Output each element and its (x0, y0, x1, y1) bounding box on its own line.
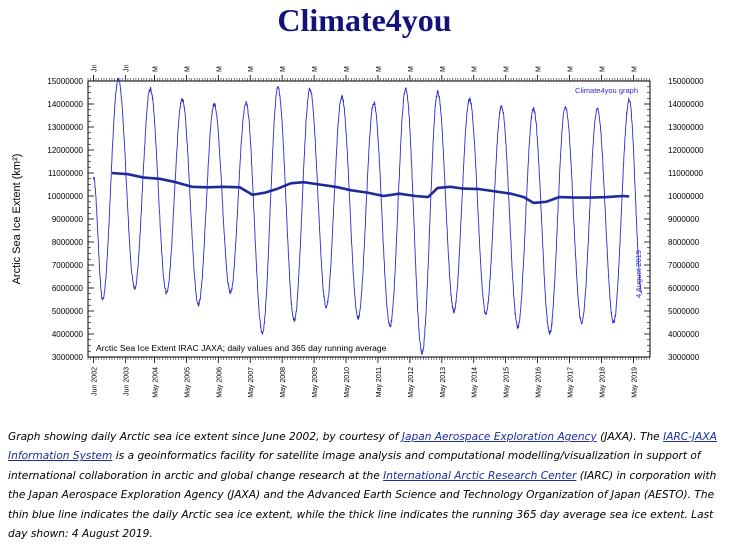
x-tick-label-bottom: May 2013 (440, 367, 447, 398)
x-tick-label-top: M (376, 66, 383, 72)
x-tick-label-top: M (504, 66, 511, 72)
x-tick-label-bottom: May 2004 (152, 367, 159, 398)
x-tick-label-top: M (599, 66, 606, 72)
x-tick-label-top: M (408, 66, 415, 72)
x-tick-label-bottom: May 2008 (280, 367, 287, 398)
y-tick-label-left: 5000000 (52, 307, 84, 316)
series-layer (92, 77, 643, 355)
y-tick-label-left: 3000000 (52, 353, 84, 362)
y-tick-label-left: 13000000 (47, 123, 83, 132)
x-tick-label-bottom: May 2012 (408, 367, 415, 398)
x-tick-label-bottom: May 2006 (216, 367, 223, 398)
caption-text-3: is a geoinformatics facility for satelli… (8, 450, 701, 482)
y-tick-label-right: 6000000 (668, 284, 700, 293)
y-tick-label-right: 3000000 (668, 353, 700, 362)
y-tick-label-left: 14000000 (47, 100, 83, 109)
x-tick-label-top: M (536, 66, 543, 72)
x-tick-label-top: M (152, 66, 159, 72)
link-iarc[interactable]: International Arctic Research Center (383, 469, 577, 482)
y-tick-label-left: 11000000 (48, 169, 84, 178)
x-tick-label-bottom: May 2007 (248, 367, 255, 398)
y-tick-label-right: 8000000 (668, 238, 700, 247)
x-tick-label-bottom: May 2009 (312, 367, 319, 398)
y-tick-label-right: 10000000 (668, 192, 704, 201)
y-tick-label-right: 15000000 (668, 77, 704, 86)
y-tick-label-right: 13000000 (668, 123, 704, 132)
x-tick-label-top: Jn (123, 65, 130, 73)
x-tick-label-top: M (248, 66, 255, 72)
y-tick-label-right: 14000000 (668, 100, 704, 109)
link-jaxa[interactable]: Japan Aerospace Exploration Agency (401, 431, 597, 443)
x-tick-label-top: M (631, 66, 638, 72)
y-tick-label-left: 12000000 (47, 146, 83, 155)
x-tick-label-bottom: May 2016 (536, 367, 543, 398)
x-tick-label-bottom: May 2010 (344, 367, 351, 398)
y-tick-label-right: 11000000 (668, 169, 704, 178)
x-tick-label-top: M (184, 66, 191, 72)
x-tick-label-top: M (440, 66, 447, 72)
ticks-layer: 3000000 3000000 4000000 4000000 5000000 50000… (47, 65, 704, 398)
x-tick-label-top: M (216, 66, 223, 72)
y-tick-label-right: 9000000 (668, 215, 700, 224)
plot-frame (87, 80, 651, 358)
y-tick-label-left: 8000000 (52, 238, 84, 247)
x-tick-label-top: M (568, 66, 575, 72)
x-tick-label-bottom: Jun 2002 (91, 367, 98, 396)
source-tag: Climate4you graph (575, 86, 638, 95)
y-tick-label-left: 6000000 (52, 284, 84, 293)
caption-text-1: Graph showing daily Arctic sea ice exten… (8, 431, 402, 443)
figure-caption: Graph showing daily Arctic sea ice exten… (8, 428, 720, 544)
x-tick-label-bottom: May 2015 (504, 367, 511, 398)
y-tick-label-right: 7000000 (668, 261, 700, 270)
y-tick-label-left: 7000000 (52, 261, 84, 270)
x-tick-label-bottom: Jun 2003 (123, 367, 130, 396)
y-tick-label-left: 4000000 (52, 330, 84, 339)
y-tick-label-right: 5000000 (668, 307, 700, 316)
x-tick-label-bottom: May 2005 (184, 367, 191, 398)
sea-ice-chart: Arctic Sea Ice Extent (km²) 3000000 30000… (11, 65, 704, 398)
y-axis-label: Arctic Sea Ice Extent (km²) (11, 154, 23, 285)
inner-chart-title: Arctic Sea Ice Extent IRAC JAXA; daily v… (96, 343, 387, 353)
y-tick-label-left: 15000000 (47, 77, 83, 86)
x-tick-label-bottom: May 2017 (568, 367, 575, 398)
running-average-line (111, 171, 630, 205)
caption-text-2: (JAXA). The (596, 431, 664, 443)
daily-extent-line (92, 77, 643, 355)
x-tick-label-top: M (280, 66, 287, 72)
x-tick-label-top: M (344, 66, 351, 72)
y-tick-label-right: 4000000 (668, 330, 700, 339)
x-tick-label-bottom: May 2011 (376, 367, 383, 397)
caption-text-4: (IARC) in corporation with the Japan Aer… (8, 469, 717, 541)
x-tick-label-bottom: May 2014 (472, 367, 479, 398)
y-tick-label-left: 9000000 (52, 215, 84, 224)
x-tick-label-bottom: May 2018 (599, 367, 606, 398)
x-tick-label-top: M (472, 66, 479, 72)
y-tick-label-right: 12000000 (668, 146, 704, 155)
x-tick-label-top: Jn (91, 65, 98, 73)
x-tick-label-top: M (312, 66, 319, 72)
last-day-label: 4 August 2019 (634, 250, 643, 298)
link-iarc-jaxa[interactable]: IARC-JAXA Information System (8, 431, 717, 463)
x-tick-label-bottom: May 2019 (631, 367, 638, 398)
page-title: Climate4you (277, 2, 452, 38)
y-tick-label-left: 10000000 (47, 192, 83, 201)
